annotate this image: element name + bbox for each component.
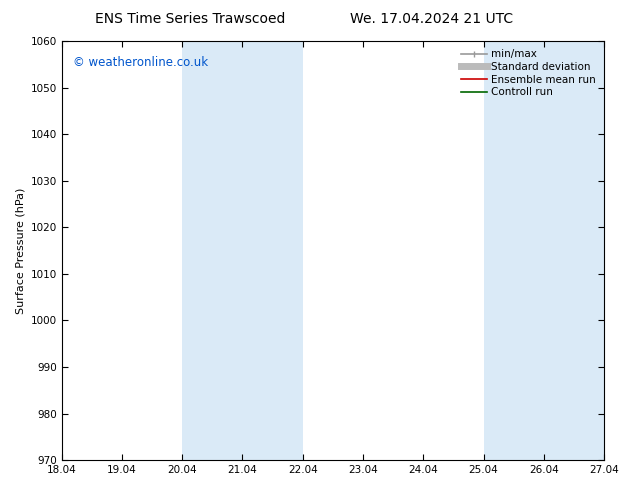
Y-axis label: Surface Pressure (hPa): Surface Pressure (hPa) [15, 187, 25, 314]
Legend: min/max, Standard deviation, Ensemble mean run, Controll run: min/max, Standard deviation, Ensemble me… [458, 46, 599, 100]
Text: ENS Time Series Trawscoed: ENS Time Series Trawscoed [95, 12, 285, 26]
Text: © weatheronline.co.uk: © weatheronline.co.uk [72, 56, 208, 69]
Text: We. 17.04.2024 21 UTC: We. 17.04.2024 21 UTC [349, 12, 513, 26]
Bar [484, 41, 604, 460]
Bar [182, 41, 303, 460]
